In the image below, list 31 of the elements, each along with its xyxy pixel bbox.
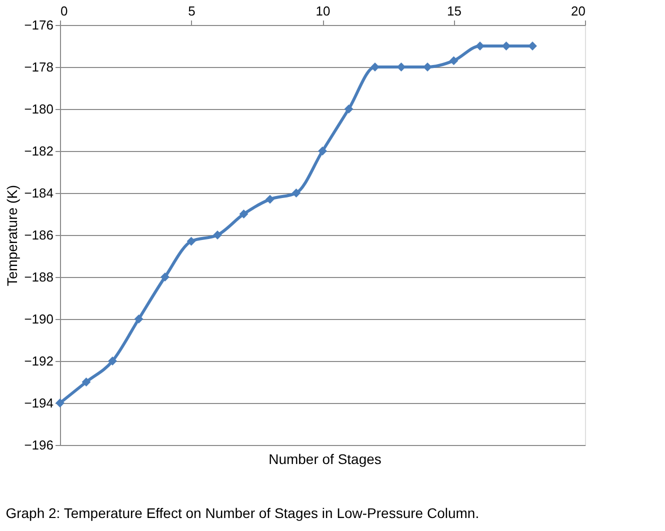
point	[213, 230, 222, 240]
point	[82, 378, 91, 386]
point	[449, 56, 458, 66]
y-tick-label: −194	[24, 396, 54, 410]
x-tick-label: 15	[447, 4, 462, 18]
y-tick-label: −190	[24, 312, 54, 326]
point	[344, 104, 354, 114]
point	[108, 356, 117, 366]
x-tick-label: 10	[316, 4, 330, 18]
y-tick-label: −182	[24, 144, 54, 158]
point	[134, 314, 144, 324]
y-tick-label: −180	[24, 102, 54, 116]
point	[292, 188, 301, 198]
caption: Graph 2: Temperature Effect on Number of Stages in Low-Pressure Column.	[6, 505, 480, 521]
y-tick-label: −178	[24, 60, 54, 74]
x-tick-label: 0	[60, 4, 68, 18]
point	[266, 194, 274, 204]
point	[186, 236, 196, 246]
y-tick-label: −186	[24, 228, 54, 242]
point	[318, 146, 327, 156]
x-tick-label: 5	[188, 4, 196, 18]
y-tick-label: −176	[24, 18, 54, 32]
y-tick-label: −192	[24, 354, 54, 368]
y-tick-label: −196	[24, 438, 54, 452]
x-tick-label: 20	[571, 4, 586, 18]
y-axis-title: Temperature (K)	[4, 184, 20, 286]
y-tick-label: −188	[24, 270, 54, 284]
point	[239, 210, 248, 218]
y-tick-label: −184	[24, 186, 54, 200]
point	[160, 272, 170, 282]
x-axis-title: Number of Stages	[268, 451, 382, 467]
